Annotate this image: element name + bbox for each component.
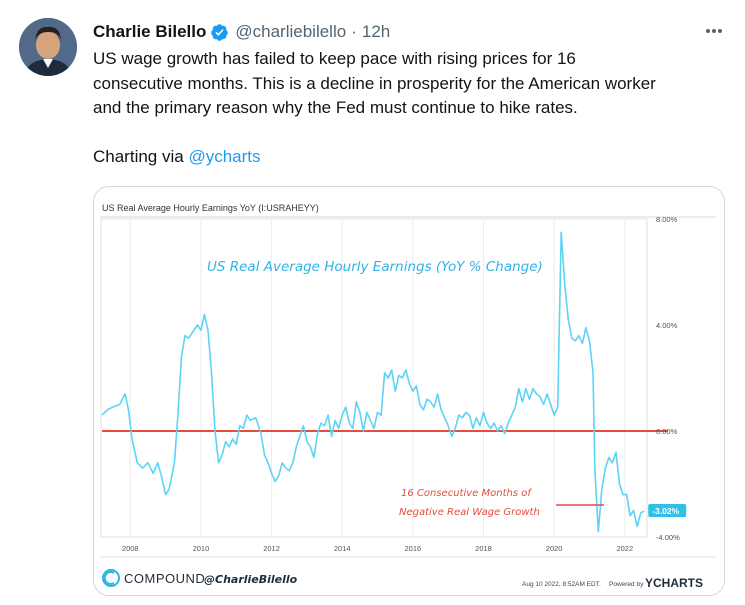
avatar-image [19,18,77,76]
tweet-text-via: Charting via @ycharts [93,145,733,170]
meta-separator: · [351,22,357,41]
chart-media-card[interactable]: US Real Average Hourly Earnings YoY (I:U… [93,186,725,596]
latest-value-badge [648,504,687,518]
chart-image: US Real Average Hourly Earnings YoY (I:U… [94,187,724,595]
author-handle[interactable]: @charliebilello [235,22,347,41]
x-tick-label: 2022 [616,544,633,553]
tweet-text-line: consecutive months. This is a decline in… [93,73,656,93]
annotation-text-line2: Negative Real Wage Growth [399,507,540,518]
tweet-text-line: and the primary reason why the Fed must … [93,98,578,117]
footer-powered-by: Powered by [609,581,644,588]
author-name[interactable]: Charlie Bilello [93,22,207,41]
x-tick-label: 2008 [122,544,139,553]
verified-badge-icon [210,23,229,42]
footer-timestamp: Aug 10 2022, 8:52AM EDT. [522,581,601,588]
x-tick-label: 2018 [475,544,492,553]
via-prefix: Charting via [93,147,189,166]
annotation-text-line1: 16 Consecutive Months of [401,488,532,499]
author-avatar[interactable] [19,18,77,76]
x-tick-label: 2012 [263,544,280,553]
chart-title: US Real Average Hourly Earnings (YoY % C… [207,259,543,275]
y-tick-label: -4.00% [656,533,680,542]
x-tick-label: 2010 [193,544,210,553]
y-tick-label: 8.00% [656,215,678,224]
mention-link[interactable]: @ycharts [188,147,261,166]
more-options-icon[interactable] [700,20,728,42]
chart-header: US Real Average Hourly Earnings YoY (I:U… [102,203,319,213]
y-tick-label: 0.00% [656,427,678,436]
footer-ycharts-logo: YCHARTS [645,576,703,590]
y-tick-label: 4.00% [656,321,678,330]
series-line [101,231,645,533]
tweet-text-line: US wage growth has failed to keep pace w… [93,49,576,68]
footer-brand-handle: @CharlieBilello [204,573,298,586]
latest-value-label: -3.02% [652,506,679,516]
footer-brand: COMPOUND [124,571,205,586]
tweet-time[interactable]: 12h [361,22,391,41]
x-tick-label: 2014 [334,544,351,553]
x-tick-label: 2020 [546,544,563,553]
compound-logo-icon [102,569,120,587]
x-tick-label: 2016 [405,544,422,553]
tweet-header: Charlie Bilello @charliebilello · 12h [93,21,390,43]
tweet-text: US wage growth has failed to keep pace w… [93,47,733,170]
